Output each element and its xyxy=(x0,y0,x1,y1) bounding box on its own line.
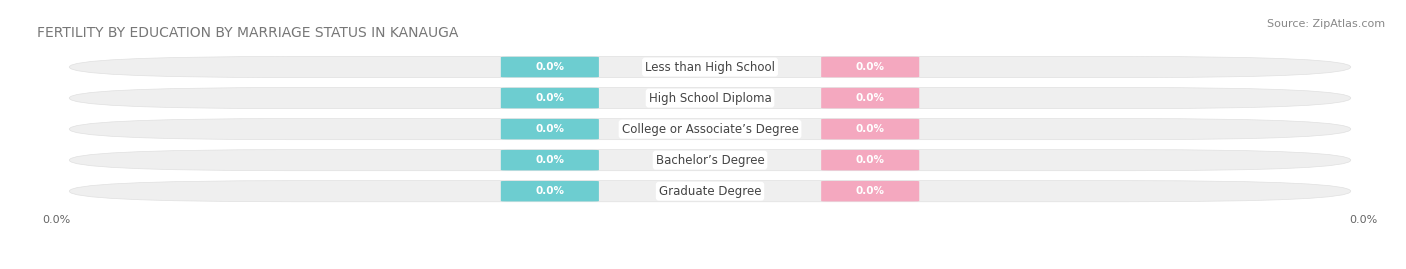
FancyBboxPatch shape xyxy=(501,150,599,170)
Text: High School Diploma: High School Diploma xyxy=(648,91,772,105)
Text: College or Associate’s Degree: College or Associate’s Degree xyxy=(621,123,799,136)
Text: 0.0%: 0.0% xyxy=(536,62,564,72)
Legend: Married, Unmarried: Married, Unmarried xyxy=(620,264,800,269)
FancyBboxPatch shape xyxy=(501,57,599,77)
Text: 0.0%: 0.0% xyxy=(536,186,564,196)
Text: 0.0%: 0.0% xyxy=(856,93,884,103)
Text: 0.0%: 0.0% xyxy=(536,124,564,134)
Text: 0.0%: 0.0% xyxy=(856,124,884,134)
FancyBboxPatch shape xyxy=(69,56,1351,77)
Text: 0.0%: 0.0% xyxy=(856,155,884,165)
FancyBboxPatch shape xyxy=(501,181,599,201)
FancyBboxPatch shape xyxy=(821,181,920,201)
FancyBboxPatch shape xyxy=(69,119,1351,140)
Text: FERTILITY BY EDUCATION BY MARRIAGE STATUS IN KANAUGA: FERTILITY BY EDUCATION BY MARRIAGE STATU… xyxy=(37,26,458,40)
Text: Graduate Degree: Graduate Degree xyxy=(659,185,761,198)
FancyBboxPatch shape xyxy=(69,150,1351,171)
FancyBboxPatch shape xyxy=(69,181,1351,202)
Text: 0.0%: 0.0% xyxy=(536,93,564,103)
Text: 0.0%: 0.0% xyxy=(536,155,564,165)
FancyBboxPatch shape xyxy=(821,150,920,170)
Text: Source: ZipAtlas.com: Source: ZipAtlas.com xyxy=(1267,19,1385,29)
FancyBboxPatch shape xyxy=(821,88,920,108)
Text: 0.0%: 0.0% xyxy=(856,62,884,72)
Text: 0.0%: 0.0% xyxy=(856,186,884,196)
FancyBboxPatch shape xyxy=(69,87,1351,109)
Text: Bachelor’s Degree: Bachelor’s Degree xyxy=(655,154,765,167)
FancyBboxPatch shape xyxy=(501,119,599,139)
FancyBboxPatch shape xyxy=(821,119,920,139)
FancyBboxPatch shape xyxy=(501,88,599,108)
Text: Less than High School: Less than High School xyxy=(645,61,775,73)
FancyBboxPatch shape xyxy=(821,57,920,77)
